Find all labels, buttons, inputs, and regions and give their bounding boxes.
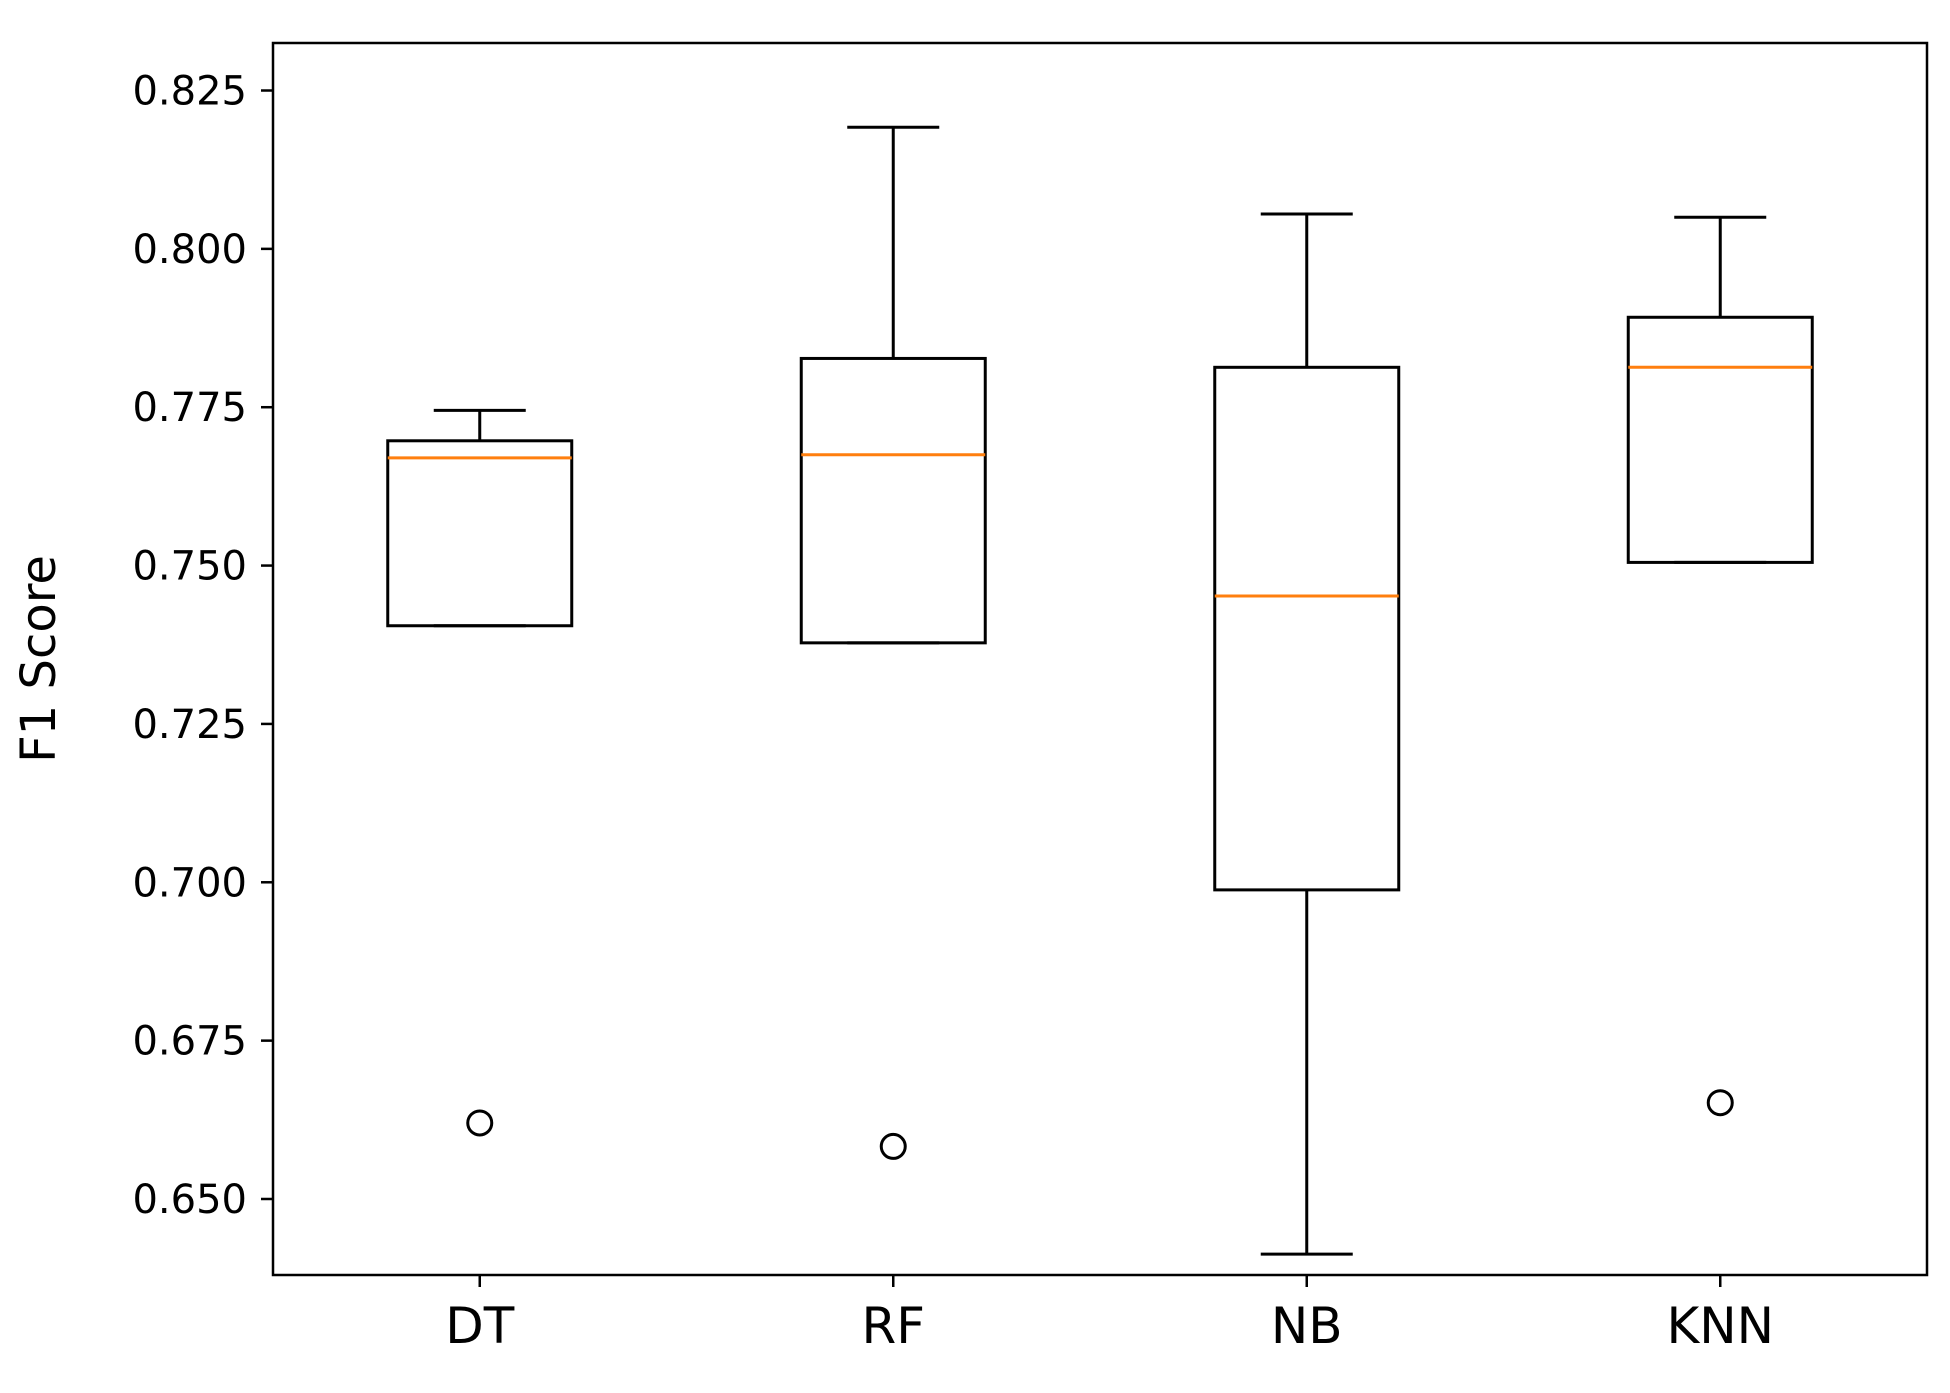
x-tick-label: DT: [445, 1297, 515, 1355]
x-tick-label: KNN: [1666, 1297, 1774, 1355]
y-tick-label: 0.775: [132, 385, 247, 431]
y-axis-ticks: 0.650 0.675 0.700 0.725 0.750 0.775 0.800 0.825: [132, 69, 273, 1223]
box-nb: [1213, 212, 1401, 1256]
outlier-point: [1706, 1089, 1734, 1117]
y-tick-label: 0.750: [132, 544, 247, 590]
y-tick-label: 0.650: [132, 1177, 247, 1223]
box-iqr: [799, 356, 987, 645]
y-tick-label: 0.725: [132, 702, 247, 748]
outlier-point: [466, 1109, 494, 1137]
y-tick-label: 0.800: [132, 227, 247, 273]
x-tick-label: NB: [1271, 1297, 1343, 1355]
y-tick-label: 0.825: [132, 69, 247, 115]
box-iqr: [1626, 315, 1814, 564]
axes-frame: [271, 41, 1929, 1277]
x-axis-ticks: DT RF NB KNN: [445, 1275, 1774, 1355]
box-knn: [1626, 215, 1814, 1117]
box-rf: [799, 125, 987, 1160]
y-tick-label: 0.675: [132, 1019, 247, 1065]
box-iqr: [386, 439, 574, 628]
outlier-point: [879, 1132, 907, 1160]
y-axis-label: F1 Score: [11, 555, 67, 763]
x-tick-label: RF: [861, 1297, 925, 1355]
y-tick-label: 0.700: [132, 860, 247, 906]
box-iqr: [1213, 365, 1401, 892]
plot-area: [271, 41, 1929, 1277]
box-series: [386, 125, 1814, 1256]
box-dt: [386, 408, 574, 1137]
